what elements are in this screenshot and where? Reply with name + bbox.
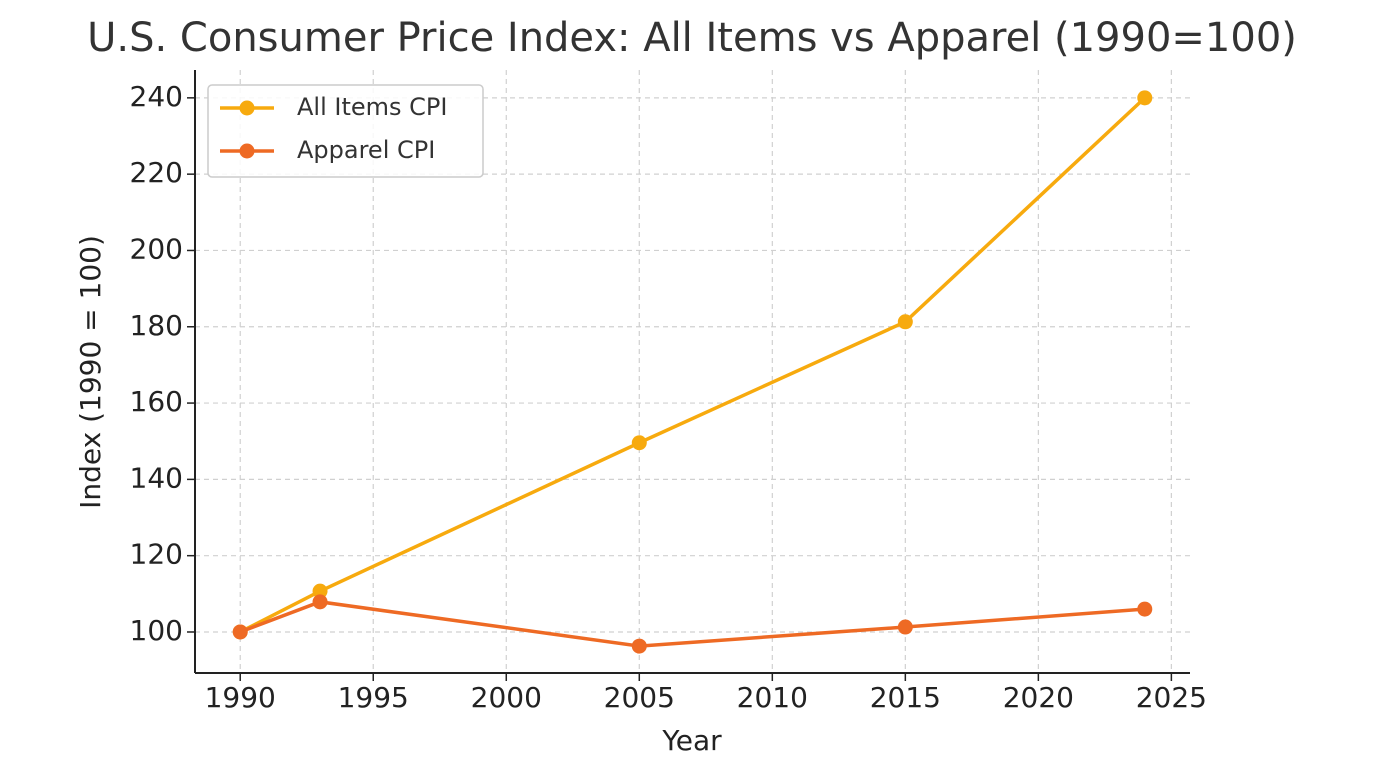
data-point	[312, 594, 328, 610]
x-tick-label: 2020	[1003, 681, 1074, 714]
x-tick-label: 2000	[471, 681, 542, 714]
y-axis-label: Index (1990 = 100)	[74, 235, 107, 509]
data-point	[312, 583, 328, 599]
data-point	[897, 619, 913, 635]
legend-marker	[239, 143, 255, 159]
legend-marker	[239, 100, 255, 116]
x-tick-label: 2025	[1136, 681, 1207, 714]
legend-box	[207, 84, 484, 178]
x-tick-label: 2015	[870, 681, 941, 714]
data-point	[1137, 601, 1153, 617]
series-line	[239, 600, 1145, 648]
x-tick-label: 2010	[737, 681, 808, 714]
y-tick-label: 100	[130, 614, 183, 647]
data-point	[897, 314, 913, 330]
y-tick-label: 200	[130, 232, 183, 265]
y-tick-label: 220	[130, 156, 183, 189]
x-tick-label: 1995	[338, 681, 409, 714]
y-tick-label: 240	[130, 80, 183, 113]
x-tick-label: 1990	[205, 681, 276, 714]
x-tick-label: 2005	[604, 681, 675, 714]
data-point	[631, 435, 647, 451]
legend: All Items CPI Apparel CPI	[207, 84, 484, 178]
series-line	[239, 96, 1146, 634]
y-tick-label: 140	[130, 461, 183, 494]
data-point	[232, 624, 248, 640]
legend-label: All Items CPI	[297, 93, 447, 121]
x-axis-label: Year	[661, 724, 722, 757]
y-tick-label: 180	[130, 309, 183, 342]
legend-label: Apparel CPI	[297, 136, 435, 164]
y-tick-label: 120	[130, 538, 183, 571]
chart-title: U.S. Consumer Price Index: All Items vs …	[87, 15, 1297, 61]
y-tick-label: 160	[130, 385, 183, 418]
data-point	[1137, 90, 1153, 106]
data-point	[631, 638, 647, 654]
